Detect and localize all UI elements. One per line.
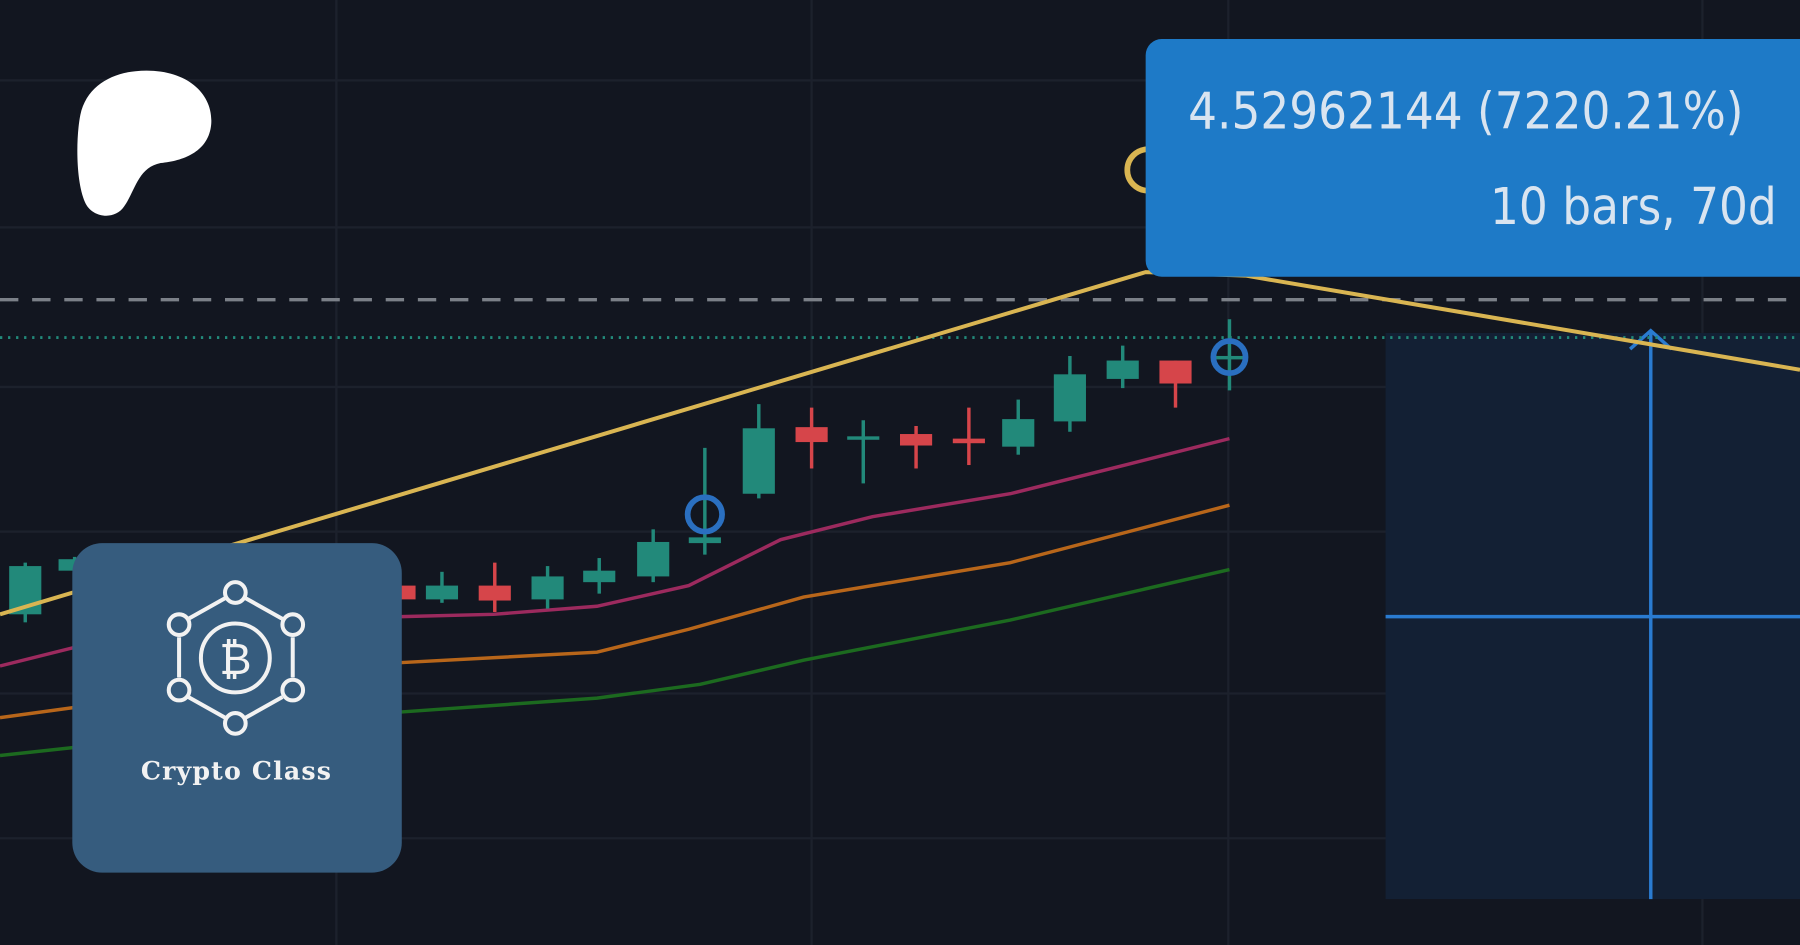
candle xyxy=(637,529,670,583)
candle-body xyxy=(742,428,775,494)
candle-body xyxy=(1159,360,1192,384)
candle-body xyxy=(478,585,511,601)
candle xyxy=(9,562,42,623)
measure-tooltip: 4.52962144 (7220.21%) 10 bars, 70d xyxy=(1145,39,1800,277)
candle-body xyxy=(531,576,564,600)
candle xyxy=(795,407,828,469)
marker-circle[interactable] xyxy=(1210,338,1249,377)
candle xyxy=(1053,355,1086,432)
logo-text: Crypto Class xyxy=(141,756,332,786)
candle-body xyxy=(1053,374,1086,422)
candle xyxy=(688,447,721,555)
candle-body xyxy=(1106,360,1139,379)
candle-body xyxy=(637,541,670,577)
tooltip-change: 4.52962144 (7220.21%) xyxy=(1188,82,1743,141)
candle-body xyxy=(688,537,721,544)
candle xyxy=(583,558,616,594)
candle-body xyxy=(583,570,616,583)
candle-body xyxy=(952,438,985,444)
bitcoin-network-icon: ₿ xyxy=(166,580,306,736)
candle-body xyxy=(425,585,459,600)
candle xyxy=(742,404,775,499)
candle xyxy=(1106,345,1139,389)
candle-body xyxy=(900,434,933,446)
candle xyxy=(900,425,933,469)
candle-body xyxy=(847,436,880,440)
candle xyxy=(1159,360,1192,408)
candle xyxy=(478,562,511,613)
svg-text:₿: ₿ xyxy=(219,635,251,685)
candle xyxy=(952,407,985,466)
candle xyxy=(1213,319,1246,391)
candle xyxy=(531,566,564,609)
marker-circle[interactable] xyxy=(684,494,725,535)
tooltip-range: 10 bars, 70d xyxy=(1490,177,1777,236)
candle-body xyxy=(1213,355,1246,360)
candle-body xyxy=(795,427,828,443)
candle xyxy=(1002,399,1035,455)
patreon-icon xyxy=(77,70,212,216)
crypto-class-logo: ₿ Crypto Class xyxy=(72,543,402,873)
candle xyxy=(425,571,459,603)
candle-body xyxy=(1002,419,1035,447)
candle xyxy=(847,420,880,484)
